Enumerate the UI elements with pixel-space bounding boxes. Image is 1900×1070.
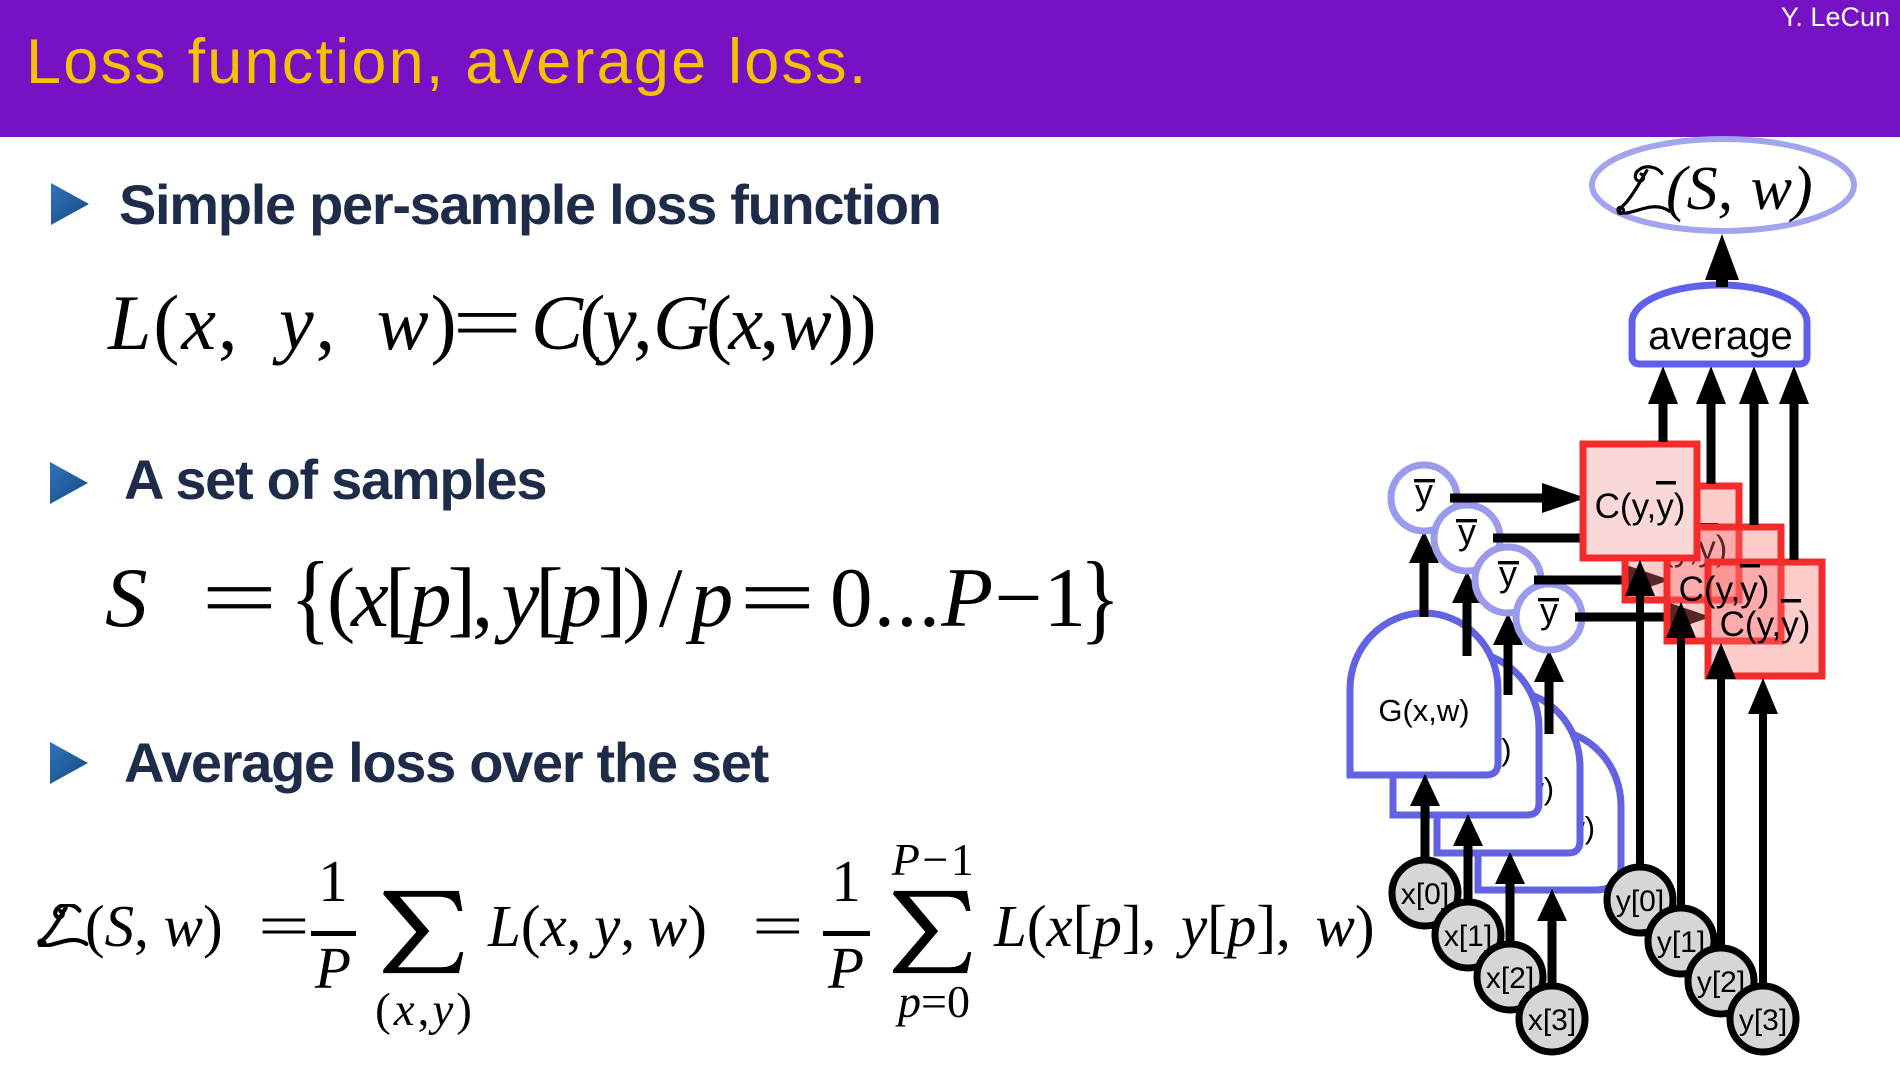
svg-text:C(y,y): C(y,y) [1595,487,1686,526]
svg-text:y[3]: y[3] [1739,1004,1787,1037]
svg-text:(S, w): (S, w) [1666,155,1813,223]
svg-text:x[1]: x[1] [1444,920,1492,953]
svg-text:x[2]: x[2] [1486,962,1534,995]
svg-text:y[0]: y[0] [1616,885,1664,918]
svg-text:G(x,w): G(x,w) [1378,693,1469,728]
svg-text:C(y,y): C(y,y) [1679,570,1770,609]
svg-text:y: y [1499,553,1517,594]
svg-text:y: y [1415,471,1433,512]
svg-text:y: y [1540,590,1558,631]
svg-text:C(y,y): C(y,y) [1720,605,1811,644]
svg-text:average: average [1648,314,1793,358]
svg-text:x[3]: x[3] [1528,1004,1576,1037]
svg-text:y: y [1458,511,1476,552]
svg-text:x[0]: x[0] [1401,878,1449,911]
